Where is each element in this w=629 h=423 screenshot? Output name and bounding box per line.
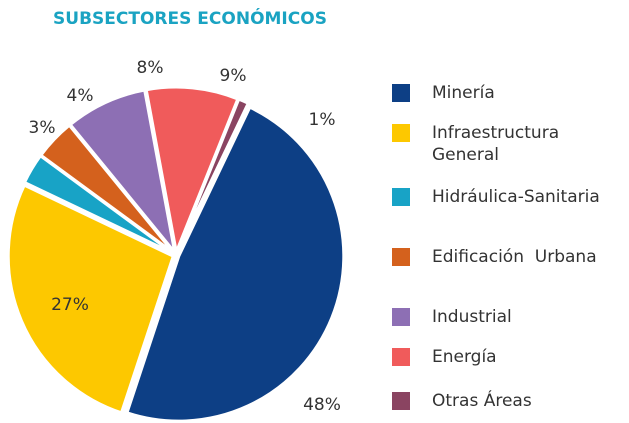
pie-slice <box>6 183 176 415</box>
legend-item: Otras Áreas <box>392 390 627 412</box>
legend-label: Infraestructura General <box>432 123 565 165</box>
slice-label: 8% <box>137 58 164 78</box>
slice-label: 27% <box>51 295 89 315</box>
legend-item: Industrial <box>392 306 627 328</box>
slice-label: 3% <box>29 118 56 138</box>
legend-label: Minería <box>432 83 495 103</box>
legend-label: Energía <box>432 347 497 367</box>
legend-swatch <box>392 392 410 410</box>
slice-label: 48% <box>303 395 341 415</box>
slice-label: 9% <box>220 66 247 86</box>
legend-label: Hidráulica-Sanitaria <box>432 187 600 207</box>
legend-swatch <box>392 308 410 326</box>
legend-label: Industrial <box>432 307 512 327</box>
slice-label: 4% <box>67 86 94 106</box>
slice-label: 1% <box>309 110 336 130</box>
chart-title: SUBSECTORES ECONÓMICOS <box>53 7 327 29</box>
legend-item: Infraestructura General <box>392 122 582 166</box>
legend-swatch <box>392 348 410 366</box>
legend-item: Minería <box>392 82 627 104</box>
pie-slice <box>68 88 177 254</box>
legend-item: Edificación Urbana <box>392 246 627 268</box>
legend-label: Otras Áreas <box>432 391 532 411</box>
legend-swatch <box>392 188 410 206</box>
legend-label: Edificación Urbana <box>432 247 597 267</box>
legend-item: Hidráulica-Sanitaria <box>392 186 627 208</box>
pie-slice <box>125 105 346 423</box>
legend-swatch <box>392 84 410 102</box>
legend-swatch <box>392 248 410 266</box>
legend-item: Energía <box>392 346 627 368</box>
legend-swatch <box>392 124 410 142</box>
pie-slice <box>144 85 240 258</box>
pie-slice <box>175 97 251 253</box>
